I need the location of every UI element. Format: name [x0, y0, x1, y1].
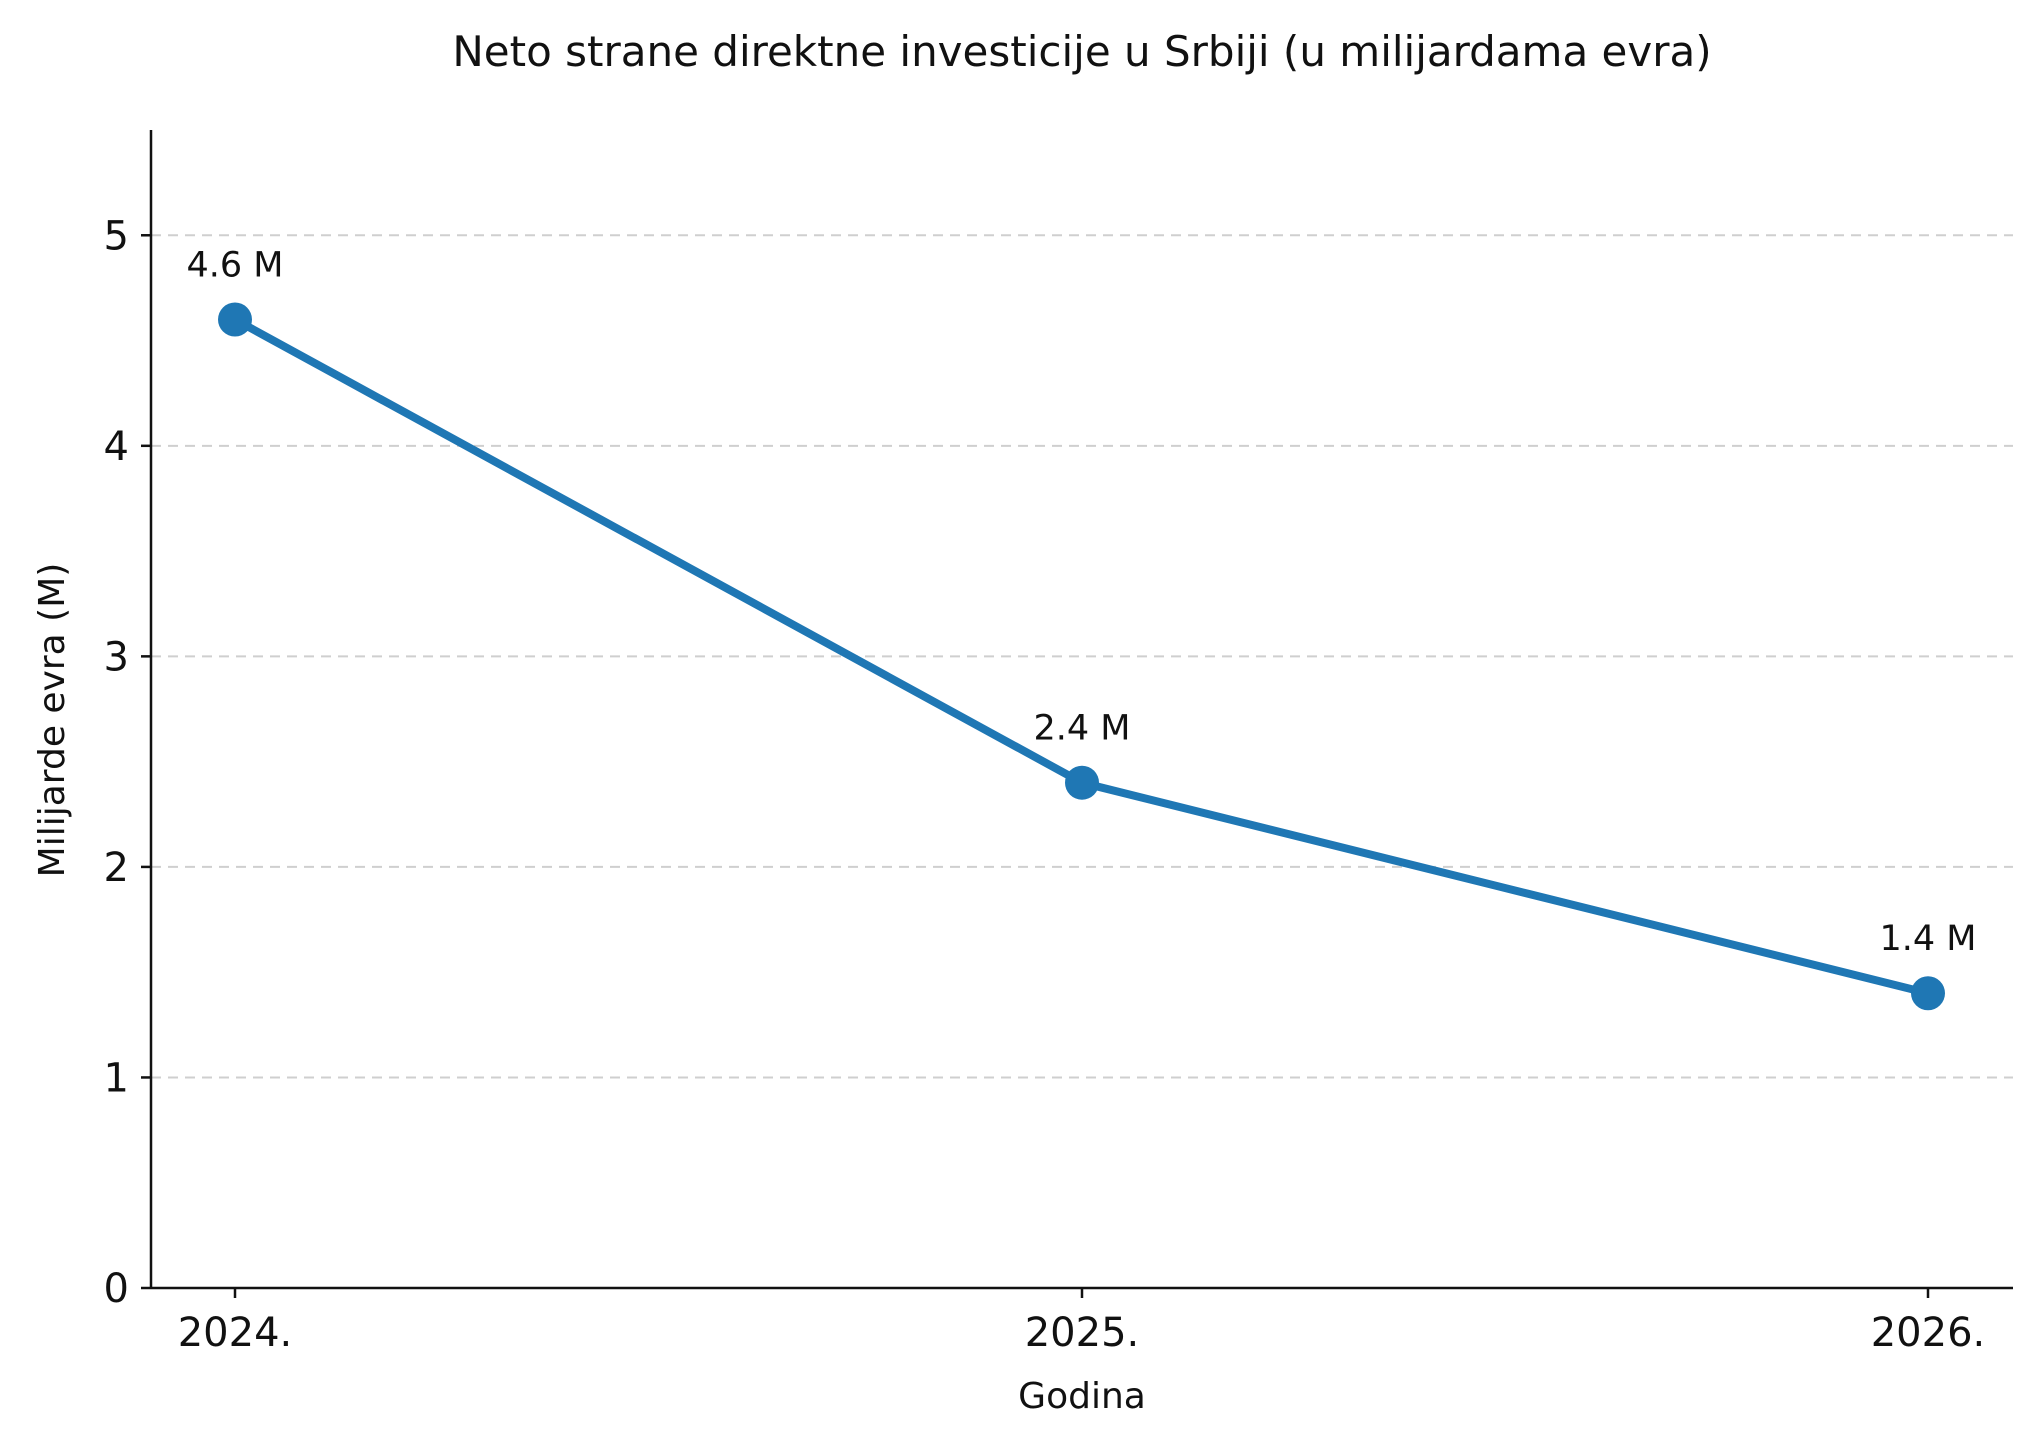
x-axis-ticks: 2024. 2025. 2026.	[178, 1288, 1986, 1356]
series-group: 4.6 M 2.4 M 1.4 M	[187, 245, 1977, 1011]
y-tick-label-4: 4	[104, 424, 129, 470]
gridlines	[151, 234, 2013, 1079]
data-point-0	[218, 302, 252, 337]
chart-title: Neto strane direktne investicije u Srbij…	[452, 27, 1711, 76]
y-axis-ticks: 0 1 2 3 4 5	[104, 213, 151, 1312]
x-axis-title: Godina	[1018, 1376, 1146, 1417]
y-tick-label-5: 5	[104, 213, 129, 259]
series-line-0	[231, 315, 1932, 998]
data-label-0: 4.6 M	[187, 245, 284, 285]
y-tick-label-3: 3	[104, 634, 129, 680]
x-tick-label-0: 2024.	[178, 1310, 293, 1356]
y-axis-title: Milijarde evra (M)	[32, 563, 73, 878]
data-point-1	[1065, 765, 1099, 800]
data-label-1: 2.4 M	[1034, 709, 1131, 749]
y-tick-label-2: 2	[104, 845, 129, 891]
x-tick-label-1: 2025.	[1025, 1310, 1140, 1356]
data-label-2: 1.4 M	[1880, 919, 1977, 959]
x-tick-label-2: 2026.	[1871, 1310, 1986, 1356]
y-tick-label-1: 1	[104, 1055, 129, 1101]
y-tick-label-0: 0	[104, 1266, 129, 1312]
data-point-2	[1911, 976, 1945, 1011]
